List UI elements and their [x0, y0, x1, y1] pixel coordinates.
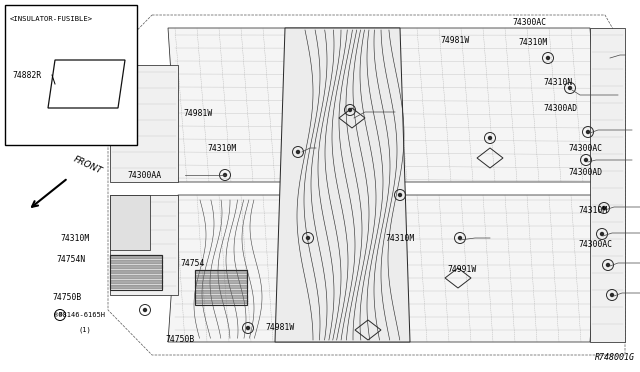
Text: 74991W: 74991W: [447, 266, 476, 275]
Circle shape: [584, 158, 588, 161]
Text: 74981W: 74981W: [265, 324, 294, 333]
Circle shape: [349, 109, 351, 112]
Text: B: B: [58, 312, 62, 317]
Polygon shape: [110, 65, 178, 182]
Text: 74310N: 74310N: [543, 77, 572, 87]
Text: FRONT: FRONT: [72, 155, 104, 176]
Circle shape: [568, 87, 572, 90]
Text: 74310M: 74310M: [385, 234, 414, 243]
Text: 74310M: 74310M: [60, 234, 89, 243]
Circle shape: [399, 193, 401, 196]
Polygon shape: [168, 28, 600, 182]
Bar: [195, 270, 247, 305]
Text: 74300AC: 74300AC: [578, 240, 612, 248]
Polygon shape: [110, 195, 150, 250]
Circle shape: [296, 151, 300, 154]
Text: 74300AC: 74300AC: [512, 17, 546, 26]
Polygon shape: [110, 195, 178, 295]
Text: 74300AD: 74300AD: [543, 103, 577, 112]
Polygon shape: [590, 28, 625, 342]
Circle shape: [607, 263, 609, 266]
Circle shape: [223, 173, 227, 176]
Polygon shape: [168, 195, 600, 342]
Circle shape: [143, 308, 147, 311]
Bar: [110, 255, 162, 290]
Text: 74981W: 74981W: [440, 35, 469, 45]
Text: 74310M: 74310M: [518, 38, 547, 46]
Circle shape: [307, 237, 310, 240]
Text: 74754: 74754: [180, 259, 204, 267]
Text: 74750B: 74750B: [165, 336, 195, 344]
Text: 74310M: 74310M: [207, 144, 236, 153]
Text: 74754N: 74754N: [56, 256, 85, 264]
Circle shape: [246, 327, 250, 330]
Circle shape: [586, 131, 589, 134]
Text: 74981W: 74981W: [183, 109, 212, 118]
Text: ®08146-6165H: ®08146-6165H: [54, 312, 105, 318]
Polygon shape: [275, 28, 410, 342]
Text: 74300AD: 74300AD: [568, 167, 602, 176]
Text: (1): (1): [78, 327, 91, 333]
Circle shape: [488, 137, 492, 140]
Bar: [5, 5, 137, 145]
Text: 74882R: 74882R: [12, 71, 41, 80]
Text: <INSULATOR-FUSIBLE>: <INSULATOR-FUSIBLE>: [10, 16, 93, 22]
Circle shape: [458, 237, 461, 240]
Text: 74300AC: 74300AC: [568, 144, 602, 153]
Text: R748001G: R748001G: [595, 353, 635, 362]
Text: 74310M: 74310M: [578, 205, 607, 215]
Circle shape: [611, 294, 614, 296]
Circle shape: [600, 232, 604, 235]
Circle shape: [602, 206, 605, 209]
Text: 74750B: 74750B: [52, 292, 81, 301]
Circle shape: [547, 57, 550, 60]
Text: 74300AA: 74300AA: [127, 170, 161, 180]
